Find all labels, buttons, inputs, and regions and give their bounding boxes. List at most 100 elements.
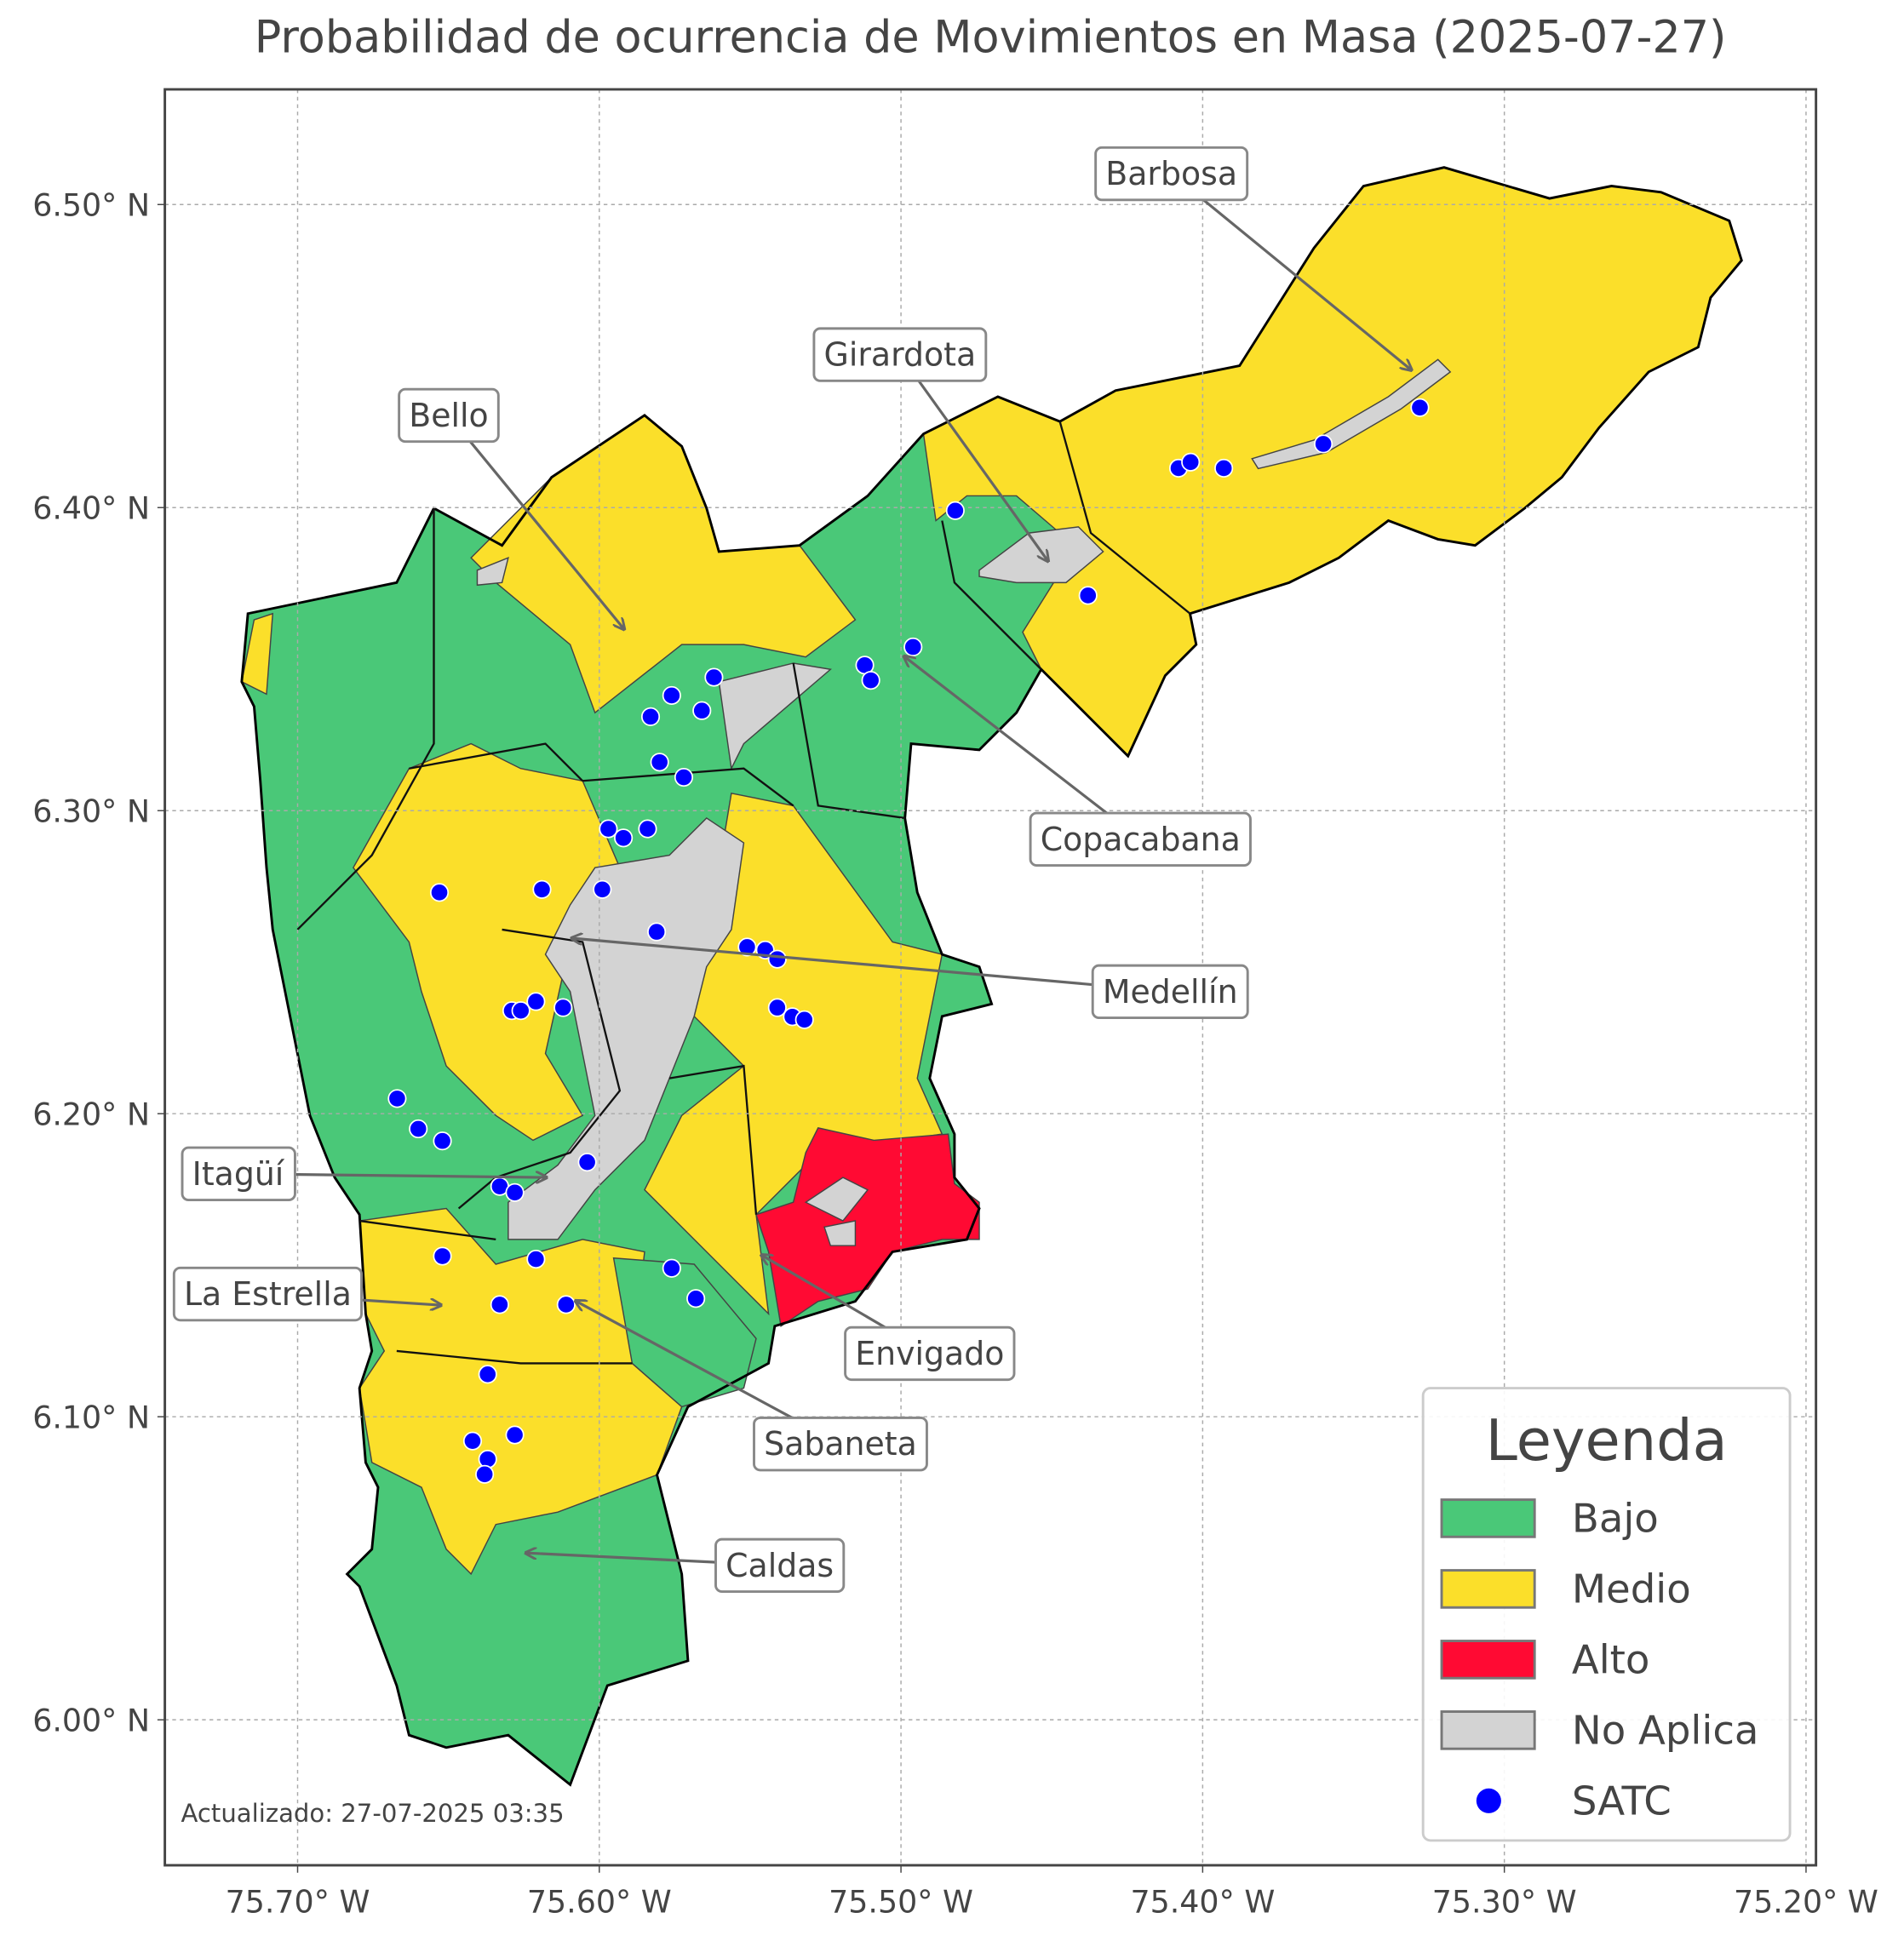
station <box>662 685 681 706</box>
station <box>599 819 618 839</box>
station <box>387 1089 407 1108</box>
footer: Actualizado: 27-07-2025 03:35 <box>181 1799 565 1828</box>
station <box>505 1182 525 1202</box>
station <box>1214 458 1234 478</box>
boundary <box>668 1064 758 1215</box>
region <box>476 557 509 587</box>
boundary <box>792 662 905 820</box>
legend-label: No Aplica <box>1572 1707 1759 1753</box>
boundary <box>1058 421 1191 615</box>
station <box>686 1289 706 1308</box>
legend-label: Bajo <box>1572 1495 1659 1541</box>
station <box>767 949 787 969</box>
boundary <box>359 1219 496 1241</box>
annotation-box <box>844 1325 1016 1382</box>
station <box>674 767 694 787</box>
annotation-label: Bello <box>409 397 488 434</box>
station <box>532 879 552 899</box>
station <box>794 1010 814 1029</box>
x-tick-label: 75.30° W <box>1432 1883 1577 1920</box>
legend-label: Alto <box>1572 1636 1650 1682</box>
annotation-label: Girardota <box>824 336 977 374</box>
annotation: Caldas <box>714 1537 846 1594</box>
legend-label: Medio <box>1572 1566 1691 1612</box>
station <box>526 1250 546 1269</box>
station <box>1410 398 1430 417</box>
region <box>922 166 1743 758</box>
annotation-label: Sabaneta <box>764 1425 917 1463</box>
boundary <box>409 742 584 782</box>
region <box>718 662 832 771</box>
y-tick-label: 6.20° N <box>32 1096 150 1132</box>
annotation-arrow <box>447 414 623 628</box>
legend-label: SATC <box>1572 1778 1672 1824</box>
station <box>650 753 669 772</box>
region <box>241 612 274 696</box>
annotation: Sabaneta <box>753 1416 928 1472</box>
annotation-label: Envigado <box>855 1335 1004 1372</box>
station <box>704 667 724 687</box>
annotation-label: Itagüí <box>192 1155 285 1193</box>
station <box>409 1119 428 1139</box>
station <box>737 937 757 957</box>
region-outline <box>240 166 1743 1787</box>
map-title: Probabilidad de ocurrencia de Movimiento… <box>255 11 1727 63</box>
station <box>478 1365 497 1384</box>
x-tick-label: 75.40° W <box>1130 1883 1275 1920</box>
annotation-box <box>172 1266 363 1322</box>
annotation-box <box>181 1146 296 1202</box>
boundary <box>941 520 1042 671</box>
y-tick-label: 6.40° N <box>32 490 150 526</box>
annotation-box <box>812 327 988 382</box>
station <box>526 992 546 1011</box>
station <box>433 1131 452 1151</box>
station <box>767 998 787 1017</box>
annotation: Envigado <box>844 1325 1016 1382</box>
annotation: Medellín <box>1091 964 1249 1020</box>
annotation-arrow <box>905 657 1142 840</box>
annotation-arrow <box>573 938 1171 993</box>
annotation: Girardota <box>812 327 988 382</box>
x-tick-label: 75.70° W <box>226 1883 370 1920</box>
boundary <box>457 928 622 1210</box>
annotation-box <box>753 1416 928 1472</box>
region <box>1251 358 1452 470</box>
annotation-box <box>1094 146 1249 202</box>
annotation-box <box>714 1537 846 1594</box>
legend-marker <box>1476 1788 1501 1813</box>
y-tick-label: 6.50° N <box>32 186 150 223</box>
x-tick-label: 75.60° W <box>527 1883 672 1920</box>
legend-swatch <box>1440 1498 1536 1538</box>
station <box>640 707 661 726</box>
station <box>861 671 880 690</box>
annotation-box <box>1029 811 1252 867</box>
annotation: Barbosa <box>1094 146 1249 202</box>
x-tick-label: 75.50° W <box>829 1883 973 1920</box>
annotation-arrow <box>1170 172 1411 369</box>
station <box>1314 434 1333 454</box>
station <box>478 1449 497 1469</box>
station <box>505 1425 525 1445</box>
annotation: Bello <box>398 387 500 444</box>
station <box>945 501 965 520</box>
legend-swatch <box>1440 1569 1536 1609</box>
annotation: La Estrella <box>172 1266 363 1322</box>
station <box>462 1431 483 1451</box>
boundary <box>582 767 794 807</box>
station <box>553 998 573 1017</box>
station <box>1078 586 1098 605</box>
station <box>429 883 450 902</box>
station <box>433 1246 452 1266</box>
annotation-box <box>398 387 500 444</box>
station <box>511 1001 530 1021</box>
station <box>556 1295 576 1314</box>
annotation: Itagüí <box>181 1146 296 1202</box>
annotation-label: Medellín <box>1103 973 1238 1011</box>
region <box>823 1220 857 1246</box>
annotation-label: Caldas <box>725 1547 834 1584</box>
annotation-label: La Estrella <box>184 1275 352 1313</box>
annotation-arrow <box>898 353 1047 561</box>
legend-swatch <box>1440 1640 1536 1680</box>
boundary <box>296 508 435 930</box>
